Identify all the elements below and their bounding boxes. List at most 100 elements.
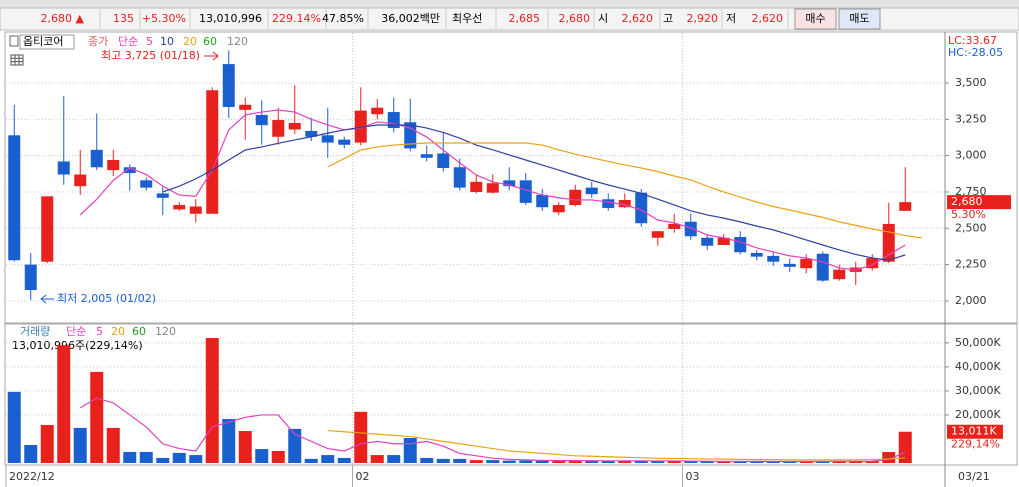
ratio-label: 229,14%	[951, 438, 1000, 451]
candle-body	[404, 122, 417, 149]
candle-body	[305, 130, 318, 137]
quote-field: +5.30%	[142, 12, 186, 25]
candle-body	[701, 237, 714, 246]
volume-bar	[733, 461, 747, 463]
grid-icon[interactable]	[10, 54, 24, 66]
candle-body	[651, 231, 664, 238]
volume-bar	[799, 461, 813, 463]
candle-body	[222, 64, 235, 107]
volume-bar	[271, 450, 285, 463]
quote-field: 36,002백만	[381, 12, 440, 25]
volume-bar	[865, 461, 879, 463]
y-tick-label: 30,000K	[955, 384, 1001, 397]
candle-body	[140, 180, 153, 188]
ma-line	[79, 109, 906, 271]
candle-body	[24, 264, 37, 291]
quote-field: 2,620	[622, 12, 654, 25]
candle-body	[618, 199, 631, 208]
grid-icon-lines	[11, 55, 23, 65]
y-tick-label: 2,250	[955, 258, 987, 271]
candle-body	[486, 183, 499, 193]
quote-field: 최우선	[452, 12, 482, 25]
candle-body	[750, 252, 763, 257]
ma-line	[327, 142, 922, 239]
candle-body	[783, 263, 796, 267]
volume-bar	[552, 460, 566, 463]
candle-body	[503, 180, 516, 187]
candle-body	[635, 192, 648, 224]
legend-item: 단순	[66, 325, 86, 338]
quote-field: 고	[663, 12, 673, 25]
volume-bar	[469, 460, 483, 463]
legend-item: 5	[96, 325, 103, 338]
price-tag-label: 2,680	[951, 195, 983, 208]
y-tick-label: 3,500	[955, 76, 987, 89]
volume-bar	[337, 457, 351, 463]
legend-item: 120	[227, 35, 248, 48]
volume-bar	[832, 461, 846, 463]
y-tick-label: 3,000	[955, 149, 987, 162]
volume-bar	[57, 345, 71, 463]
x-tick-label: 03	[686, 470, 700, 483]
candle-body	[74, 174, 87, 187]
order-button-label[interactable]: 매수	[805, 12, 825, 25]
volume-bar	[7, 391, 21, 463]
candle-body	[8, 135, 21, 261]
change-label: 5.30%	[951, 208, 986, 221]
checkbox[interactable]	[9, 35, 19, 47]
candle-body	[173, 205, 186, 210]
stock-name-box	[19, 34, 75, 50]
ma-line	[327, 429, 906, 461]
legend-item: 20	[111, 325, 125, 338]
volume-bar	[667, 461, 681, 463]
volume-bar	[222, 419, 236, 463]
legend-item: 60	[203, 35, 217, 48]
quote-field: 2,680	[559, 12, 591, 25]
volume-bar	[519, 460, 533, 463]
candle-body	[899, 202, 912, 211]
volume-info: 13,010,996주(229,14%)	[12, 339, 143, 352]
candle-body	[767, 255, 780, 262]
candle-body	[321, 135, 334, 143]
volume-bar	[651, 461, 665, 463]
legend-item: 60	[132, 325, 146, 338]
order-button[interactable]	[794, 8, 837, 30]
volume-bar	[172, 452, 186, 463]
candle-body	[602, 199, 615, 208]
y-tick-label: 2,750	[955, 185, 987, 198]
candle-body	[354, 110, 367, 143]
volume-bar	[354, 411, 368, 463]
corner-label: HC:-28.05	[948, 46, 1003, 59]
order-button-label[interactable]: 매도	[849, 12, 869, 25]
price-tag	[947, 195, 1011, 210]
order-button[interactable]	[838, 8, 881, 30]
volume-tag-label: 13,011K	[951, 425, 997, 438]
volume-bar	[40, 425, 54, 463]
candle-body	[717, 237, 730, 245]
candle-body	[387, 112, 400, 129]
candle-body	[552, 205, 565, 213]
candle-body	[338, 139, 351, 145]
volume-bar	[73, 427, 87, 463]
legend-item: 종가	[88, 35, 108, 48]
quote-bar	[0, 7, 1019, 31]
volume-bar	[106, 427, 120, 463]
volume-bar	[898, 431, 912, 463]
quote-field: 2,620	[752, 12, 784, 25]
volume-bar	[387, 455, 401, 463]
candle-body	[288, 122, 301, 130]
volume-bar	[238, 431, 252, 463]
volume-bar	[684, 461, 698, 463]
quote-field: 시	[598, 12, 608, 25]
candle-body	[123, 167, 136, 174]
legend-item: 단순	[118, 35, 138, 48]
low-arrow	[40, 294, 54, 304]
volume-bar	[436, 458, 450, 463]
volume-bar	[717, 461, 731, 463]
volume-bar	[849, 461, 863, 463]
volume-bar	[766, 461, 780, 463]
volume-bar	[816, 461, 830, 463]
ma-line	[162, 124, 906, 261]
candle-body	[585, 187, 598, 195]
